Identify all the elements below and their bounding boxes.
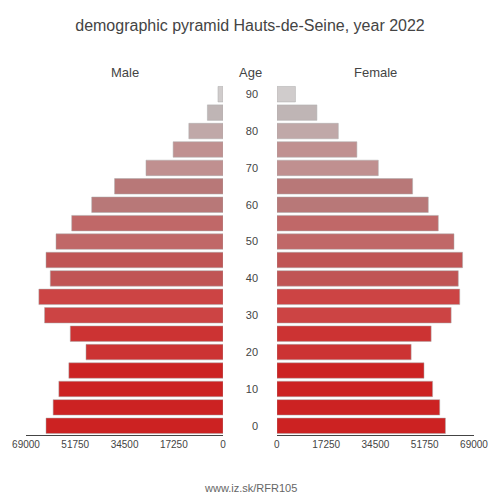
svg-text:60: 60 (246, 199, 258, 211)
svg-text:30: 30 (246, 309, 258, 321)
svg-text:Age: Age (239, 65, 262, 80)
svg-text:Female: Female (354, 65, 397, 80)
svg-text:51750: 51750 (61, 439, 89, 450)
svg-text:demographic pyramid Hauts-de-S: demographic pyramid Hauts-de-Seine, year… (75, 17, 425, 34)
svg-text:90: 90 (246, 88, 258, 100)
svg-text:17250: 17250 (312, 439, 340, 450)
svg-text:34500: 34500 (111, 439, 139, 450)
svg-text:10: 10 (246, 383, 258, 395)
svg-text:17250: 17250 (160, 439, 188, 450)
svg-text:69000: 69000 (12, 439, 40, 450)
svg-text:0: 0 (220, 439, 226, 450)
svg-text:51750: 51750 (411, 439, 439, 450)
svg-text:Male: Male (111, 65, 139, 80)
svg-text:www.iz.sk/RFR105: www.iz.sk/RFR105 (204, 482, 297, 494)
svg-text:80: 80 (246, 125, 258, 137)
svg-text:34500: 34500 (362, 439, 390, 450)
svg-text:0: 0 (252, 420, 258, 432)
svg-text:40: 40 (246, 272, 258, 284)
svg-text:70: 70 (246, 162, 258, 174)
svg-text:69000: 69000 (460, 439, 488, 450)
svg-text:50: 50 (246, 235, 258, 247)
svg-text:20: 20 (246, 346, 258, 358)
svg-text:0: 0 (274, 439, 280, 450)
